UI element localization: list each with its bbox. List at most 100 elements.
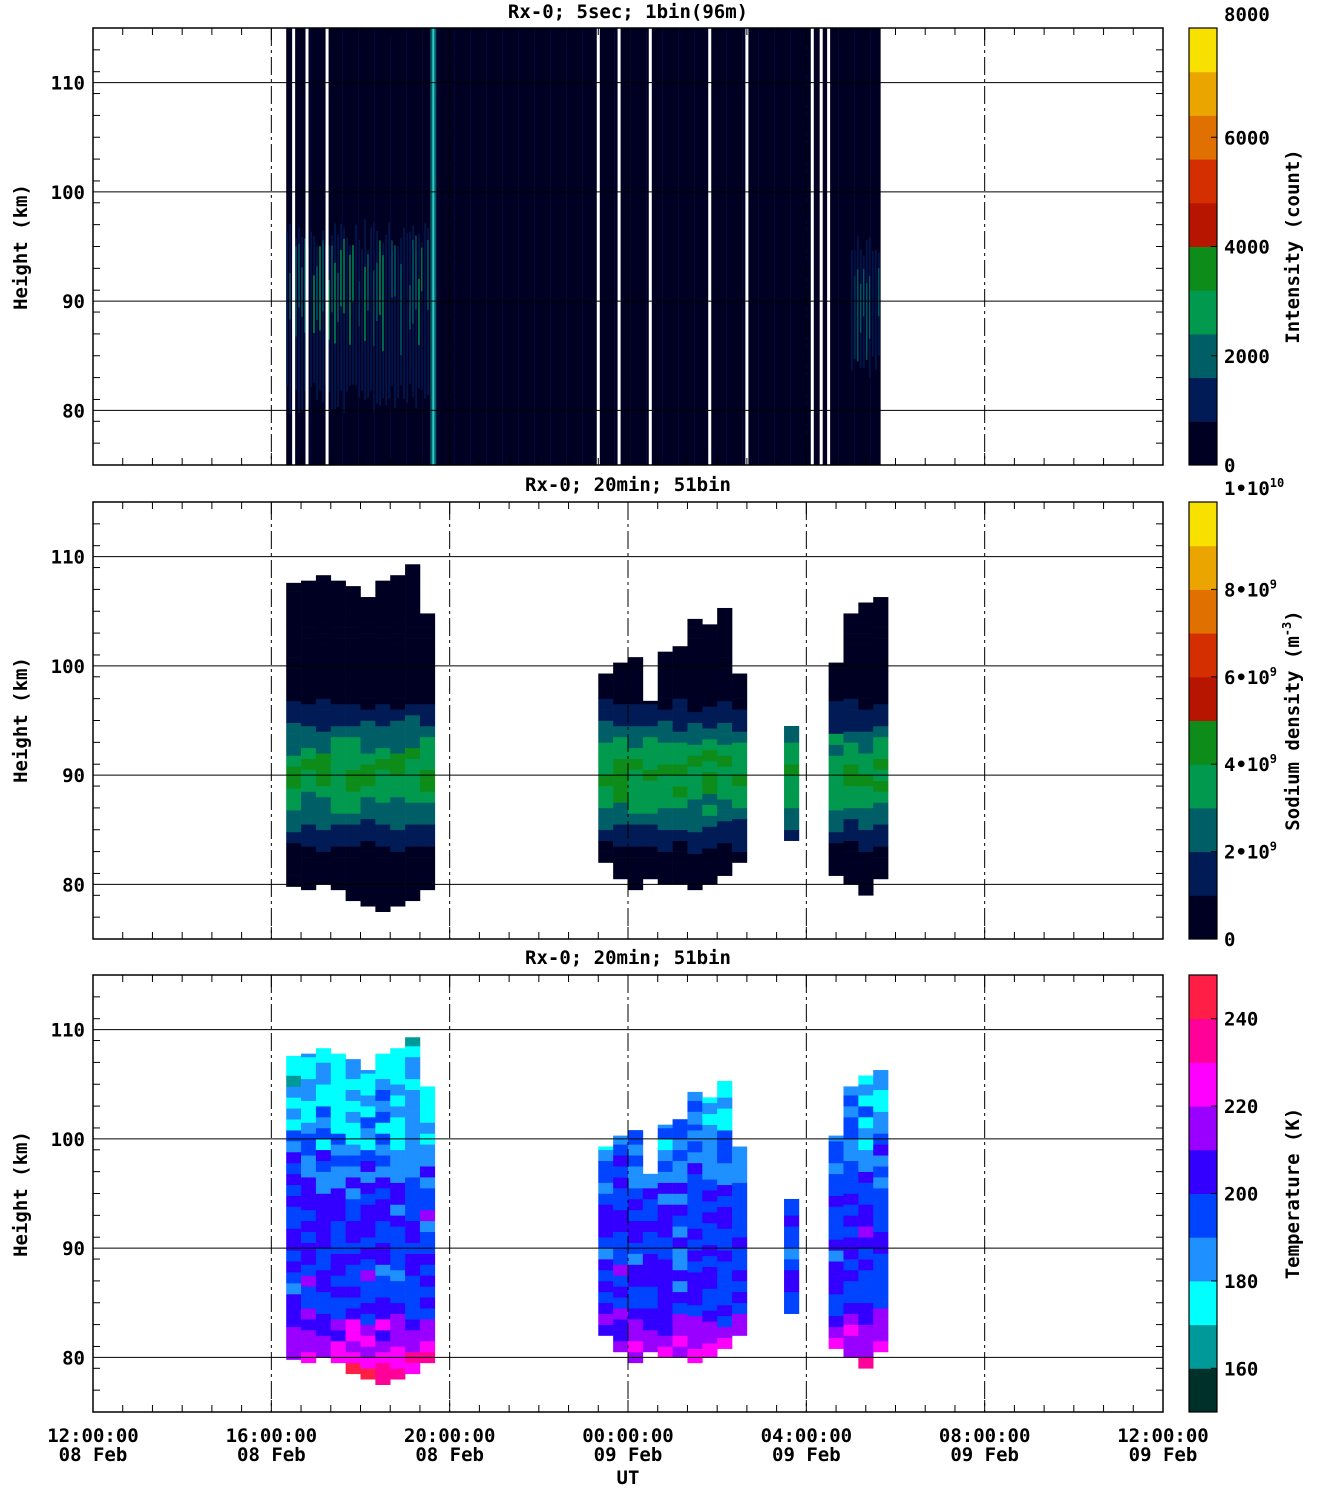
density-cell	[419, 758, 436, 770]
temperature-cell	[330, 1155, 346, 1167]
density-cell	[657, 764, 673, 776]
temperature-cell	[828, 1162, 844, 1175]
temperature-cell	[657, 1269, 673, 1282]
intensity-seam	[358, 28, 360, 465]
temperature-cell	[315, 1269, 332, 1282]
density-cell	[390, 644, 406, 656]
density-cell	[405, 780, 421, 792]
density-cell	[360, 644, 376, 656]
colorbar-swatch	[1189, 764, 1217, 809]
temperature-cell	[286, 1250, 302, 1262]
colorbar-tick-label: 2000	[1224, 346, 1270, 368]
density-cell	[598, 709, 614, 721]
density-cell	[375, 725, 391, 738]
temperature-cell	[702, 1277, 718, 1289]
density-cell	[732, 786, 748, 798]
density-cell	[717, 711, 733, 723]
temperature-cell	[702, 1190, 718, 1202]
density-cell	[405, 638, 421, 650]
density-cell	[732, 731, 748, 743]
temperature-cell	[315, 1062, 332, 1074]
density-cell	[375, 824, 391, 836]
temperature-cell	[301, 1253, 317, 1265]
temperature-cell	[672, 1324, 688, 1336]
intensity-data-gap	[617, 28, 621, 465]
colorbar-label: Intensity (count)	[1282, 149, 1304, 343]
density-cell	[286, 591, 302, 603]
density-cell	[687, 722, 703, 734]
temperature-cell	[345, 1177, 361, 1189]
temperature-cell	[286, 1162, 302, 1175]
x-tick-label-date: 09 Feb	[950, 1444, 1019, 1466]
density-cell	[301, 802, 317, 814]
density-cell	[390, 698, 406, 710]
density-cell	[360, 600, 376, 612]
temperature-cell	[390, 1084, 406, 1096]
density-cell	[657, 786, 673, 798]
density-cell	[375, 638, 391, 650]
temperature-cell	[345, 1330, 361, 1342]
temperature-cell	[390, 1215, 406, 1227]
temperature-cell	[628, 1297, 644, 1309]
temperature-cell	[375, 1144, 391, 1156]
density-cell	[717, 744, 733, 756]
temperature-cell	[419, 1330, 436, 1342]
temperature-cell	[419, 1111, 436, 1123]
density-cell	[375, 704, 391, 716]
density-cell	[360, 786, 376, 798]
colorbar-swatch	[1189, 1193, 1217, 1238]
temperature-cell	[286, 1097, 302, 1109]
density-cell	[301, 627, 317, 639]
density-cell	[360, 840, 376, 852]
temperature-cell	[301, 1264, 317, 1276]
temperature-cell	[687, 1304, 703, 1317]
temperature-cell	[345, 1111, 361, 1123]
temperature-cell	[687, 1141, 703, 1153]
intensity-layer-core	[331, 245, 333, 313]
x-tick-label-time: 12:00:00	[47, 1425, 139, 1447]
temperature-cell	[360, 1138, 376, 1151]
density-cell	[301, 791, 317, 803]
density-cell	[657, 862, 673, 874]
density-cell	[843, 731, 859, 743]
density-cell	[360, 851, 376, 863]
density-cell	[598, 764, 614, 776]
density-cell	[330, 638, 346, 650]
density-cell	[390, 633, 406, 645]
intensity-layer-core	[337, 272, 339, 322]
density-cell	[286, 744, 302, 756]
density-cell	[315, 873, 332, 885]
density-cell	[286, 766, 302, 778]
temperature-cell	[628, 1253, 644, 1265]
density-cell	[858, 851, 874, 863]
temperature-cell	[360, 1324, 376, 1336]
density-cell	[732, 742, 748, 754]
density-cell	[858, 829, 874, 841]
temperature-cell	[657, 1248, 673, 1260]
temperature-cell	[360, 1368, 376, 1380]
temperature-cell	[315, 1051, 332, 1063]
temperature-cell	[360, 1193, 376, 1205]
density-cell	[419, 671, 436, 683]
temperature-cell	[286, 1228, 302, 1240]
temperature-cell	[687, 1184, 703, 1196]
density-cell	[301, 824, 317, 836]
colorbar-frame	[1188, 501, 1218, 940]
colorbar-temperature: 160 180 200 220 240 Temperature (K)	[1188, 974, 1304, 1413]
colorbar-tick-label: 2•109	[1224, 840, 1277, 864]
density-cell	[843, 698, 859, 710]
temperature-cell	[843, 1280, 859, 1293]
density-cell	[687, 627, 703, 639]
temperature-cell	[301, 1319, 317, 1331]
density-cell	[301, 649, 317, 661]
density-cell	[330, 616, 346, 628]
x-tick-label-time: 04:00:00	[761, 1425, 853, 1447]
density-cell	[784, 818, 800, 831]
density-cell	[858, 644, 874, 656]
density-cell	[873, 715, 889, 727]
density-cell	[687, 766, 703, 778]
density-cell	[702, 739, 718, 751]
temperature-cell	[360, 1084, 376, 1096]
temperature-cell	[598, 1171, 614, 1183]
x-tick-label-time: 20:00:00	[404, 1425, 496, 1447]
